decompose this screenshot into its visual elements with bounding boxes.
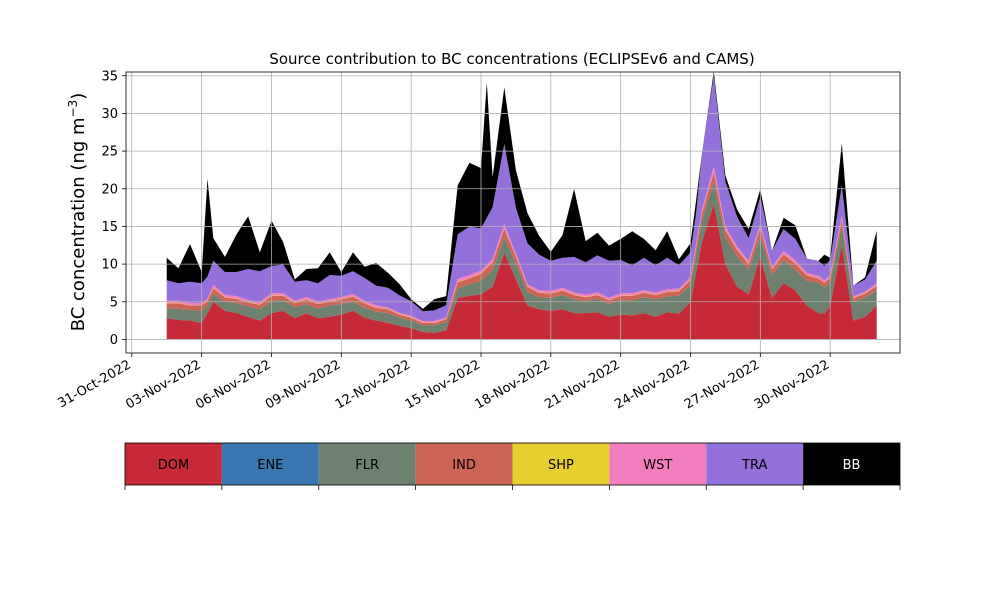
y-tick-label: 5 [110, 295, 118, 310]
x-tick-label: 03-Nov-2022 [123, 357, 203, 412]
x-tick-label: 12-Nov-2022 [333, 357, 413, 412]
x-tick-label: 21-Nov-2022 [542, 357, 622, 412]
legend-label-dom: DOM [158, 458, 189, 473]
y-tick-label: 0 [110, 333, 118, 348]
y-tick-label: 25 [101, 145, 118, 160]
x-tick-label: 27-Nov-2022 [682, 357, 762, 412]
legend-label-shp: SHP [548, 458, 574, 473]
legend-label-wst: WST [643, 458, 672, 473]
y-tick-label: 35 [101, 69, 118, 84]
x-tick-label: 06-Nov-2022 [193, 357, 273, 412]
x-tick-label: 24-Nov-2022 [612, 357, 692, 412]
legend-colorbar: DOM ENE FLR IND SHP WST TRA BB [125, 443, 900, 490]
x-tick-label: 09-Nov-2022 [263, 357, 343, 412]
x-tick-label: 15-Nov-2022 [403, 357, 483, 412]
y-tick-label: 30 [101, 107, 118, 122]
plot-area: 0 5 10 15 20 25 30 35 31-Oct-202203-Nov-202206-N… [55, 69, 900, 412]
chart-figure: Source contribution to BC concentrations… [0, 0, 1000, 600]
y-tick-label: 15 [101, 220, 118, 235]
y-tick-label: 10 [101, 258, 118, 273]
x-tick-label: 30-Nov-2022 [752, 357, 832, 412]
y-tick-label: 20 [101, 182, 118, 197]
legend-label-ene: ENE [257, 458, 283, 473]
legend-label-bb: BB [843, 458, 861, 473]
x-tick-label: 18-Nov-2022 [473, 357, 553, 412]
legend-label-ind: IND [452, 458, 476, 473]
legend-label-tra: TRA [741, 458, 767, 473]
y-axis-label: BC concentration (ng m−3) [66, 93, 89, 332]
chart-title: Source contribution to BC concentrations… [269, 50, 754, 68]
x-tick-label: 31-Oct-2022 [55, 357, 133, 411]
legend-label-flr: FLR [355, 458, 379, 473]
